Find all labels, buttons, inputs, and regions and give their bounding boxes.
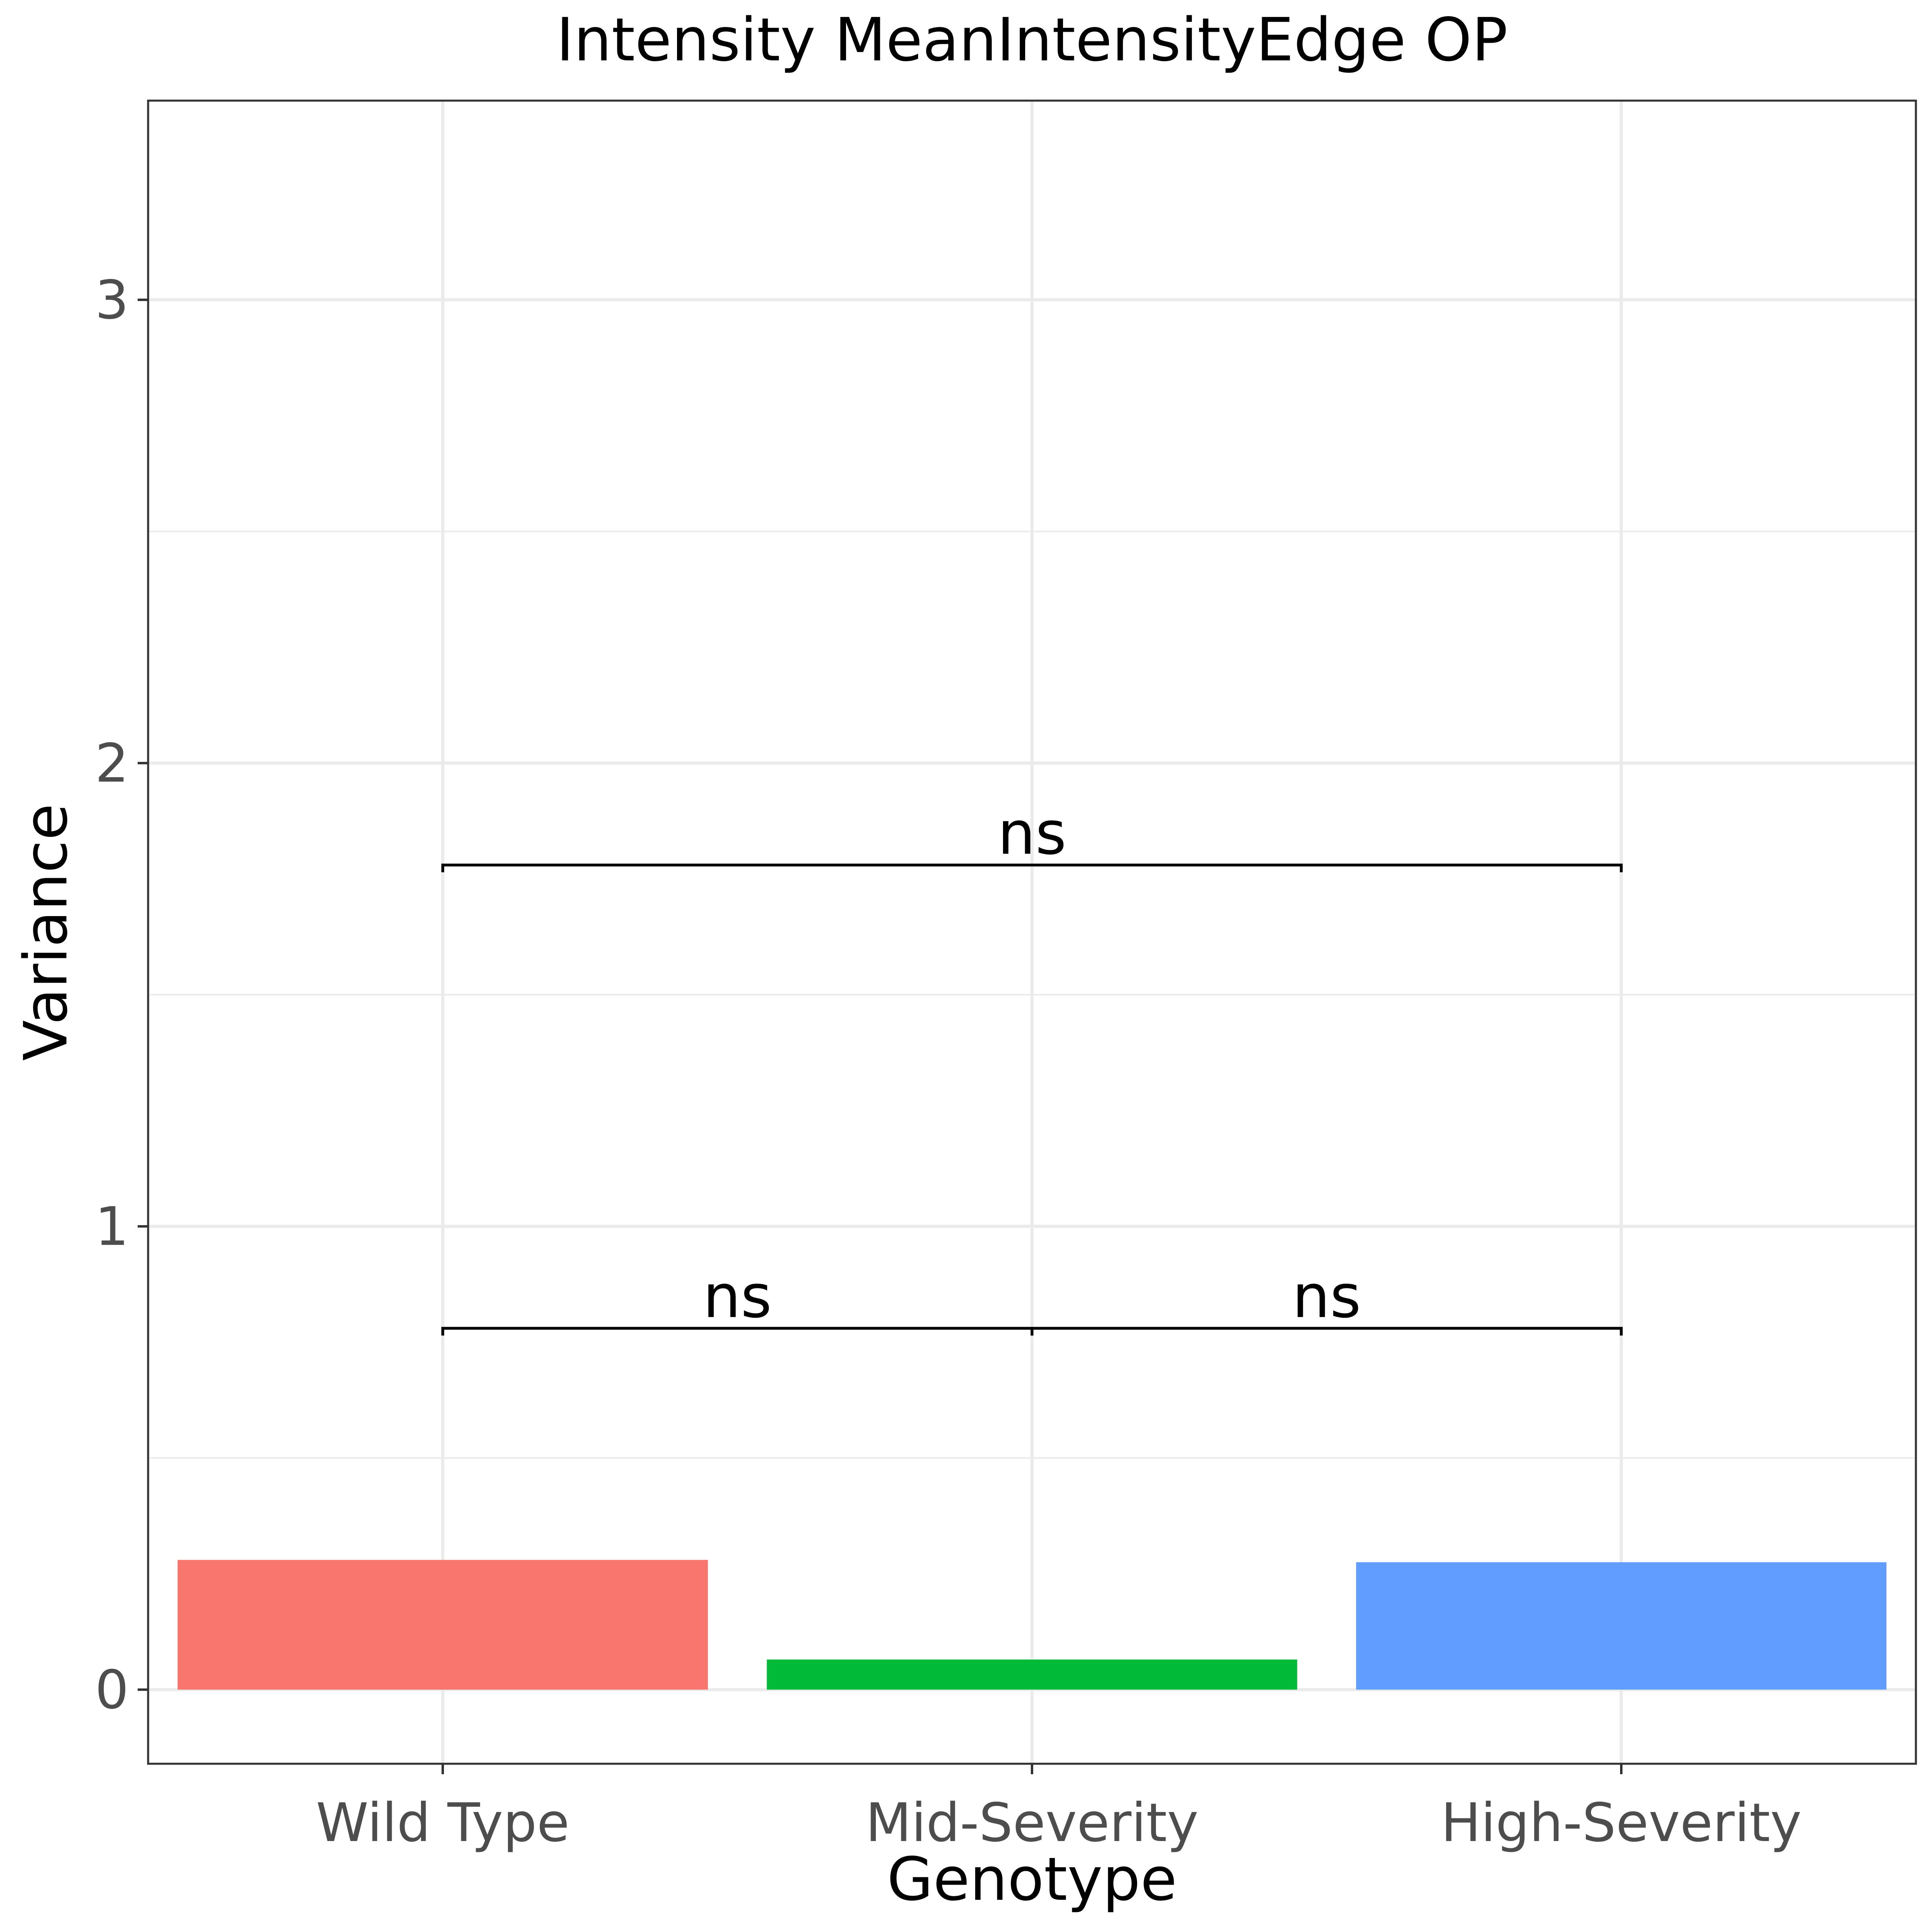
significance-bracket <box>1030 1327 1623 1336</box>
x-tick-label: Mid-Severity <box>865 1792 1198 1854</box>
significance-label: ns <box>998 799 1067 868</box>
chart-title: Intensity MeanIntensityEdge OP <box>556 5 1508 74</box>
y-tick-label: 0 <box>95 1659 129 1721</box>
axes: 0 1 2 3 Wild Type Mid-Severity High-Severity <box>95 269 1802 1854</box>
grid <box>148 101 1916 1764</box>
x-tick-label: Wild Type <box>316 1792 570 1854</box>
significance-brackets: ns ns ns <box>441 799 1623 1336</box>
bar-mid-severity <box>767 1660 1297 1690</box>
x-axis-title: Genotype <box>887 1845 1177 1914</box>
x-tick-label: High-Severity <box>1441 1792 1802 1854</box>
bars <box>178 1560 1887 1690</box>
y-tick-label: 2 <box>95 733 129 795</box>
bar-high-severity <box>1356 1562 1887 1690</box>
significance-label: ns <box>703 1262 772 1331</box>
y-tick-label: 1 <box>95 1196 129 1258</box>
y-tick-label: 3 <box>95 269 129 331</box>
bar-wild-type <box>178 1560 708 1690</box>
significance-bracket <box>441 863 1623 873</box>
y-axis-title: Variance <box>11 803 80 1061</box>
significance-label: ns <box>1292 1262 1361 1331</box>
